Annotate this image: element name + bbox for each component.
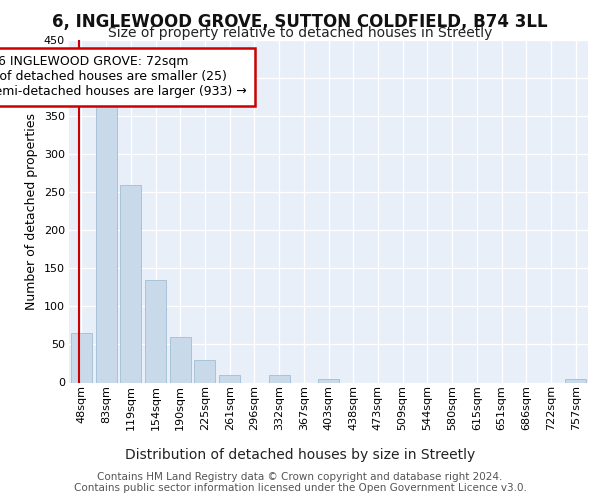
Bar <box>269 375 290 382</box>
Text: Size of property relative to detached houses in Streetly: Size of property relative to detached ho… <box>108 26 492 40</box>
Bar <box>95 97 116 382</box>
Bar <box>318 378 339 382</box>
Text: 6 INGLEWOOD GROVE: 72sqm
← 3% of detached houses are smaller (25)
97% of semi-de: 6 INGLEWOOD GROVE: 72sqm ← 3% of detache… <box>0 55 247 98</box>
Bar <box>120 184 141 382</box>
Bar <box>145 280 166 382</box>
Bar <box>170 337 191 382</box>
Text: Distribution of detached houses by size in Streetly: Distribution of detached houses by size … <box>125 448 475 462</box>
Bar <box>194 360 215 382</box>
Bar <box>219 375 240 382</box>
Bar <box>71 333 92 382</box>
Text: 6, INGLEWOOD GROVE, SUTTON COLDFIELD, B74 3LL: 6, INGLEWOOD GROVE, SUTTON COLDFIELD, B7… <box>52 12 548 30</box>
Text: Contains public sector information licensed under the Open Government Licence v3: Contains public sector information licen… <box>74 483 526 493</box>
Bar <box>565 380 586 382</box>
Text: Contains HM Land Registry data © Crown copyright and database right 2024.: Contains HM Land Registry data © Crown c… <box>97 472 503 482</box>
Y-axis label: Number of detached properties: Number of detached properties <box>25 113 38 310</box>
